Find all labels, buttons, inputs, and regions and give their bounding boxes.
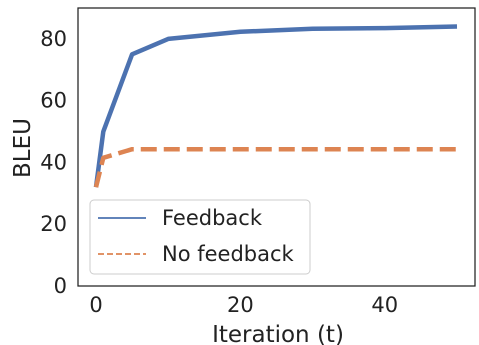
x-axis-ticks: 0 20 40 bbox=[89, 293, 398, 317]
legend: Feedback No feedback bbox=[89, 199, 311, 275]
y-tick-label: 40 bbox=[40, 150, 67, 174]
legend-label-no-feedback: No feedback bbox=[162, 242, 295, 266]
y-tick-label: 20 bbox=[40, 212, 67, 236]
legend-label-feedback: Feedback bbox=[162, 206, 263, 230]
y-axis-ticks: 0 20 40 60 80 bbox=[40, 27, 67, 298]
series-line-feedback bbox=[93, 24, 458, 188]
y-tick-label: 0 bbox=[54, 274, 67, 298]
y-axis-label: BLEU bbox=[10, 118, 36, 178]
plot-area bbox=[77, 7, 476, 287]
y-tick-label: 80 bbox=[40, 27, 67, 51]
x-tick-label: 0 bbox=[89, 293, 102, 317]
x-axis-label: Iteration (t) bbox=[212, 322, 344, 345]
x-tick-label: 20 bbox=[227, 293, 254, 317]
x-tick-label: 40 bbox=[371, 293, 398, 317]
y-tick-label: 60 bbox=[40, 89, 67, 113]
series-line-no-feedback bbox=[93, 146, 457, 188]
axes-frame bbox=[77, 7, 476, 287]
